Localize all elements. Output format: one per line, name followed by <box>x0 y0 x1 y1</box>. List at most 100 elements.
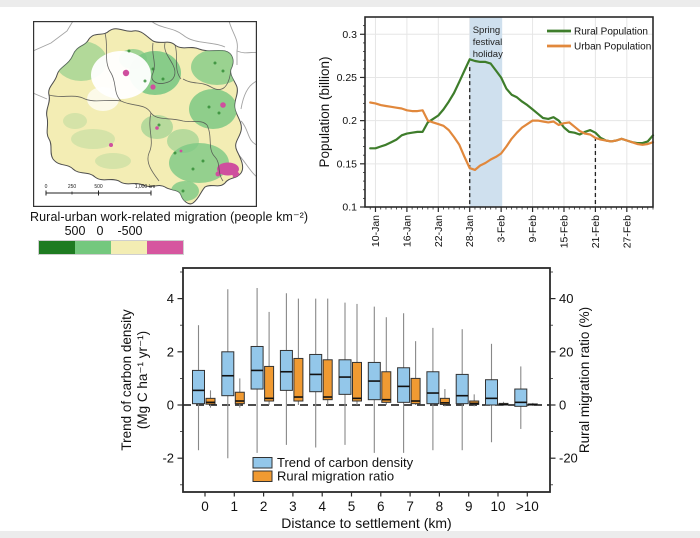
neighbor-boundaries <box>33 21 257 178</box>
box <box>221 351 235 397</box>
neighbor-boundary-line <box>228 21 238 65</box>
box <box>485 379 498 406</box>
map-color-legend-bar <box>38 240 184 255</box>
box <box>397 367 411 403</box>
province-boundary-line <box>104 32 122 102</box>
right-tick-label: 40 <box>559 291 573 306</box>
city-migration-spot <box>150 84 156 90</box>
box <box>234 391 245 405</box>
x-tick-label: 27-Feb <box>621 215 633 248</box>
x-tick-label: 10-Jan <box>370 215 382 247</box>
box <box>426 371 440 405</box>
right-tick-label: -20 <box>559 451 578 466</box>
scale-bar-label-1000: 1,000 km <box>135 184 156 190</box>
scale-bar-label-500: 500 <box>94 184 103 190</box>
x-tick-label: 21-Feb <box>590 215 602 248</box>
legend-label-500: 500 <box>64 224 86 238</box>
migration-raster-blobs <box>55 41 243 201</box>
legend-label: Rural Population <box>574 27 648 38</box>
x-tick-label: 2 <box>260 499 268 514</box>
province-boundary-line <box>120 100 208 126</box>
x-tick-label: 22-Jan <box>433 215 445 247</box>
province-boundary-line <box>206 124 224 182</box>
y-tick-label: 0.3 <box>342 29 357 41</box>
box <box>205 397 216 405</box>
sparse-data-patch <box>87 87 119 111</box>
neighbor-boundary-line <box>33 92 48 100</box>
legend-color-segment <box>147 241 183 254</box>
legend-label: Rural migration ratio <box>277 469 394 484</box>
x-tick-label: 9-Feb <box>527 215 539 243</box>
legend-swatch <box>252 457 273 469</box>
x-tick-label: 15-Feb <box>558 215 570 248</box>
box <box>279 349 293 391</box>
map-caption: Rural-urban work-related migration (peop… <box>30 210 309 224</box>
x-tick-label: 8 <box>436 499 444 514</box>
x-axis-title: Distance to settlement (km) <box>281 515 451 531</box>
delta-migration-cluster <box>217 162 239 176</box>
box <box>192 369 205 405</box>
holiday-band-label: Spring <box>473 25 500 36</box>
box <box>410 377 421 405</box>
letterbox-bottom <box>0 531 700 538</box>
legend-color-segment <box>39 241 75 254</box>
box <box>293 357 304 402</box>
left-tick-label: 2 <box>167 344 174 359</box>
vegetation-blob <box>95 153 131 169</box>
legend-label-neg500: -500 <box>117 224 143 238</box>
x-tick-label: 6 <box>377 499 385 514</box>
x-tick-label: 28-Jan <box>464 215 476 247</box>
dense-vegetation-speckle <box>221 69 225 73</box>
x-tick-label: 10 <box>490 499 505 514</box>
dense-vegetation-speckle <box>207 105 211 109</box>
box <box>514 388 528 407</box>
scale-bar: 0 250 500 1,000 km <box>45 184 156 196</box>
right-tick-label: 20 <box>559 344 573 359</box>
vegetation-blob <box>189 89 237 129</box>
box <box>352 361 362 402</box>
legend-swatch <box>252 470 273 482</box>
box <box>264 365 275 402</box>
legend-label-0: 0 <box>96 224 104 238</box>
series-line-rural-population <box>369 58 655 150</box>
dense-vegetation-speckle <box>173 151 177 155</box>
box <box>250 345 264 390</box>
legend-color-segment <box>75 241 111 254</box>
right-axis-title: Rural migration ratio (%) <box>577 307 592 453</box>
left-tick-label: -2 <box>162 451 174 466</box>
city-migration-spot <box>109 143 113 147</box>
left-tick-label: 4 <box>167 291 174 306</box>
province-boundaries <box>48 32 232 182</box>
box <box>439 397 450 405</box>
province-boundary-line <box>182 68 232 90</box>
box <box>322 359 333 401</box>
left-tick-label: 0 <box>167 398 174 413</box>
province-boundary-line <box>147 112 160 182</box>
x-tick-label: 16-Jan <box>401 215 413 247</box>
vegetation-blob <box>169 143 229 183</box>
letterbox-top <box>0 0 700 7</box>
map-frame <box>33 21 257 207</box>
neighbor-boundary-line <box>236 50 257 54</box>
neighbor-boundary-line <box>150 21 226 48</box>
x-tick-label: 3-Feb <box>496 215 508 243</box>
migration-map: 0 250 500 1,000 km <box>33 21 257 207</box>
holiday-band-label: festival <box>473 37 503 48</box>
dense-vegetation-speckle <box>161 77 165 81</box>
x-tick-label: 3 <box>289 499 297 514</box>
vegetation-blob <box>63 113 87 129</box>
city-migration-spot <box>220 102 226 108</box>
scale-bar-label-0: 0 <box>45 184 48 190</box>
dense-vegetation-speckle <box>143 79 147 83</box>
map-color-legend-labels: 500 0 -500 <box>33 224 263 239</box>
box <box>381 371 392 403</box>
y-tick-label: 0.1 <box>342 202 357 214</box>
y-tick-label: 0.25 <box>337 72 358 84</box>
box <box>309 353 323 393</box>
holiday-band <box>469 17 503 207</box>
legend-label: Urban Population <box>574 42 651 53</box>
left-axis-title: (Mg C ha⁻¹ yr⁻¹) <box>135 331 150 429</box>
plot-frame <box>182 267 551 493</box>
